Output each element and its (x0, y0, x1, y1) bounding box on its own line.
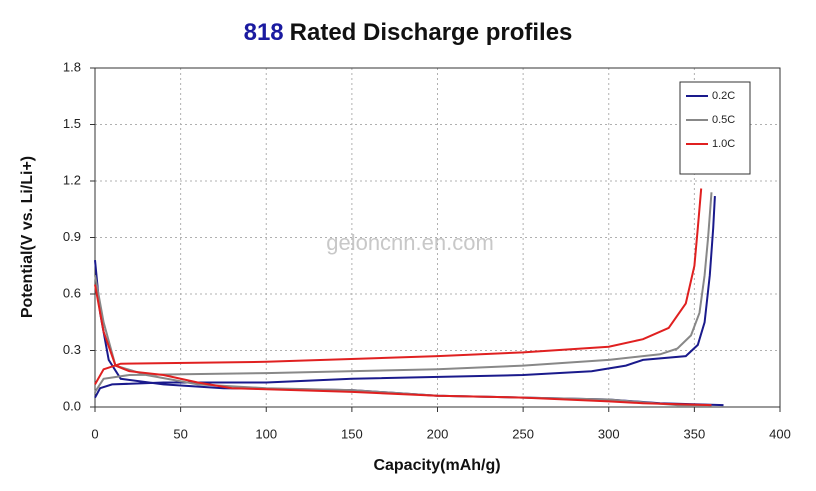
x-tick-label: 400 (769, 426, 791, 441)
data-line (94, 188, 712, 407)
x-tick-label: 300 (598, 426, 620, 441)
x-tick-label: 350 (684, 426, 706, 441)
x-axis-label: Capacity(mAh/g) (373, 457, 500, 474)
y-tick-label: 1.8 (63, 59, 81, 74)
watermark: geloncnn.en.com (326, 230, 494, 255)
plot-frame (94, 67, 781, 408)
x-tick-label: 0 (91, 426, 98, 441)
legend-label: 0.5C (712, 114, 735, 126)
title-number: 818 (244, 19, 284, 46)
y-tick-label: 0.9 (63, 229, 81, 244)
x-tick-label: 150 (341, 426, 363, 441)
x-tick-label: 50 (173, 426, 187, 441)
legend-box (679, 81, 751, 175)
y-tick-label: 0.3 (63, 342, 81, 357)
y-tick-label: 0.6 (63, 285, 81, 300)
legend-label: 0.2C (712, 90, 735, 102)
x-tick-label: 250 (512, 426, 534, 441)
title-text: Rated Discharge profiles (290, 19, 573, 46)
x-tick-label: 100 (255, 426, 277, 441)
x-tick-label: 200 (427, 426, 449, 441)
y-tick-label: 1.5 (63, 116, 81, 131)
y-axis-label: Potential(V vs. Li/Li+) (19, 156, 36, 318)
legend-label: 1.0C (712, 138, 735, 150)
data-line (94, 192, 713, 407)
chart-title: 818 Rated Discharge profiles (244, 19, 573, 46)
y-tick-label: 1.2 (63, 172, 81, 187)
y-tick-label: 0.0 (63, 398, 81, 413)
